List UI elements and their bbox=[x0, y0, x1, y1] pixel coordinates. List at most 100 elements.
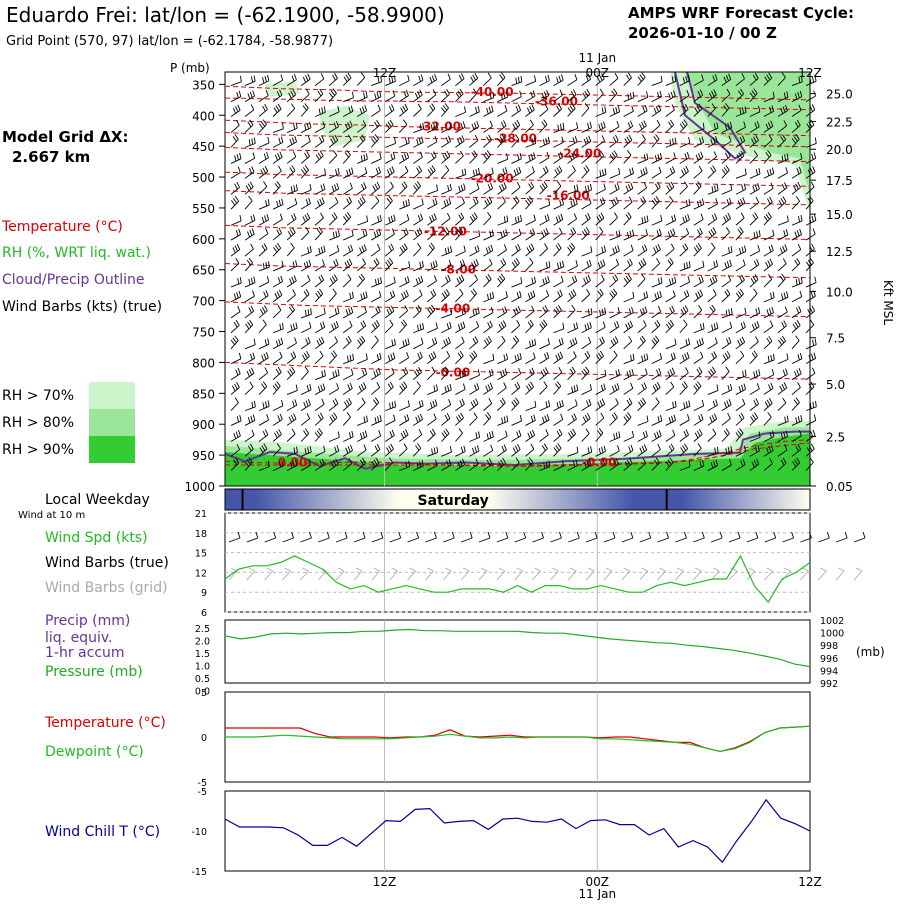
wind-barb bbox=[413, 151, 423, 164]
wind-barb-flag bbox=[513, 309, 517, 315]
wind-barb bbox=[777, 244, 788, 257]
wind-barb bbox=[595, 445, 606, 457]
wind-barb bbox=[314, 336, 325, 350]
precip-ytick-label: 0.5 bbox=[195, 674, 210, 685]
wind-barb-flag bbox=[783, 120, 788, 126]
wind-barb-flag bbox=[616, 183, 620, 189]
wind-barb bbox=[342, 397, 352, 411]
wind-barb-staff bbox=[286, 433, 296, 442]
wind-barb-flag bbox=[515, 258, 520, 264]
wind-barb bbox=[272, 74, 284, 86]
wind-barb-flag bbox=[252, 414, 256, 421]
temperature-contour bbox=[224, 224, 811, 240]
wind-barb-flag bbox=[615, 432, 618, 439]
wind-barb-flag bbox=[610, 339, 615, 346]
wind-barb-staff bbox=[553, 170, 563, 179]
wind-barb bbox=[413, 227, 423, 241]
wind-barb bbox=[735, 168, 747, 179]
wind-barb bbox=[693, 275, 704, 288]
wind-barb-flag bbox=[587, 185, 590, 192]
wind-barb bbox=[497, 457, 507, 471]
wind-barb-flag bbox=[570, 242, 576, 249]
wind-barb-staff bbox=[805, 372, 816, 381]
wind-barb bbox=[258, 199, 270, 210]
wind-barb-flag bbox=[627, 93, 630, 100]
wind-barb-flag bbox=[769, 458, 773, 464]
wind-barb-flag bbox=[534, 400, 537, 407]
wind-barb-flag bbox=[334, 184, 337, 191]
wind-barb-flag bbox=[570, 90, 575, 97]
wind-barb-staff bbox=[427, 327, 438, 334]
wind-barb bbox=[300, 88, 310, 102]
wind-barb-flag bbox=[403, 229, 407, 236]
wind-barb bbox=[272, 351, 283, 365]
wind-barb-staff bbox=[791, 249, 802, 257]
wind-barb-true-flag bbox=[416, 531, 419, 539]
wind-barb bbox=[637, 415, 649, 426]
wind-barb-flag bbox=[757, 183, 760, 189]
wind-barb-flag bbox=[546, 151, 550, 158]
wind-barb-flag bbox=[711, 103, 716, 109]
wind-barb-grid-flag bbox=[659, 567, 666, 572]
wind-barb bbox=[805, 290, 816, 303]
wind-barb-staff bbox=[455, 451, 466, 457]
wind-barb-flag bbox=[614, 184, 618, 191]
wind-barb-staff bbox=[763, 325, 774, 334]
wind-barb-flag bbox=[295, 260, 298, 267]
wind-barb-staff bbox=[399, 219, 410, 226]
wind-barb-flag bbox=[716, 446, 719, 453]
wind-barb bbox=[679, 352, 690, 365]
wind-barb-flag bbox=[236, 243, 241, 250]
wind-barb bbox=[385, 276, 396, 288]
wind-barb bbox=[763, 444, 774, 457]
wind-barb-flag bbox=[470, 290, 476, 296]
wind-barb-flag bbox=[644, 368, 648, 375]
wind-barb-flag bbox=[765, 214, 770, 220]
wind-barb-flag bbox=[572, 227, 577, 233]
wind-barb-staff bbox=[777, 358, 789, 365]
wind-barb-flag bbox=[559, 261, 562, 268]
wind-barb bbox=[511, 90, 522, 103]
wind-barb-flag bbox=[472, 447, 475, 454]
wind-barb bbox=[609, 134, 619, 148]
wind-barb bbox=[805, 443, 815, 457]
wind-barb-staff bbox=[609, 126, 620, 133]
top-time-label: 00Z bbox=[586, 66, 610, 80]
wind-barb-flag bbox=[316, 228, 322, 235]
wind-barb bbox=[469, 258, 479, 272]
wind-barb-staff bbox=[356, 373, 367, 381]
wind-barb-flag bbox=[645, 291, 649, 298]
wind-barb-flag bbox=[658, 430, 662, 436]
wind-barb-flag bbox=[641, 355, 644, 362]
wind-barb-grid bbox=[817, 570, 827, 581]
wind-barb-flag bbox=[601, 246, 604, 253]
wind-barb-flag bbox=[264, 165, 269, 172]
wind-barb bbox=[567, 73, 578, 86]
wind-barb bbox=[791, 134, 800, 148]
wind-barb-staff bbox=[244, 186, 254, 195]
wind-barb-flag bbox=[405, 429, 409, 436]
wind-barb-flag bbox=[548, 460, 551, 467]
wind-barb-flag bbox=[543, 181, 548, 187]
wind-barb bbox=[483, 244, 494, 257]
wind-barb bbox=[356, 182, 367, 195]
wind-barb-flag bbox=[801, 75, 803, 82]
wind-barb-flag bbox=[402, 368, 407, 375]
wind-barb-flag bbox=[573, 323, 576, 330]
wind-barb bbox=[258, 74, 270, 86]
wind-barb bbox=[244, 104, 255, 117]
wind-barb-staff bbox=[609, 78, 619, 86]
wind-barb bbox=[777, 457, 787, 471]
temperature-contour bbox=[224, 97, 811, 111]
wind-barb bbox=[581, 274, 591, 288]
wind-barb-staff bbox=[721, 327, 732, 334]
wind-barb-staff bbox=[693, 128, 705, 133]
wind-barb bbox=[497, 258, 507, 272]
wind-barb-flag bbox=[334, 134, 339, 141]
wind-barb-flag bbox=[673, 352, 676, 359]
wind-barb-flag bbox=[419, 323, 422, 330]
wind-barb-flag bbox=[768, 273, 773, 280]
wind-barb-flag bbox=[385, 123, 390, 129]
wind-barb-staff bbox=[609, 217, 618, 226]
wind-barb-staff bbox=[483, 235, 494, 241]
